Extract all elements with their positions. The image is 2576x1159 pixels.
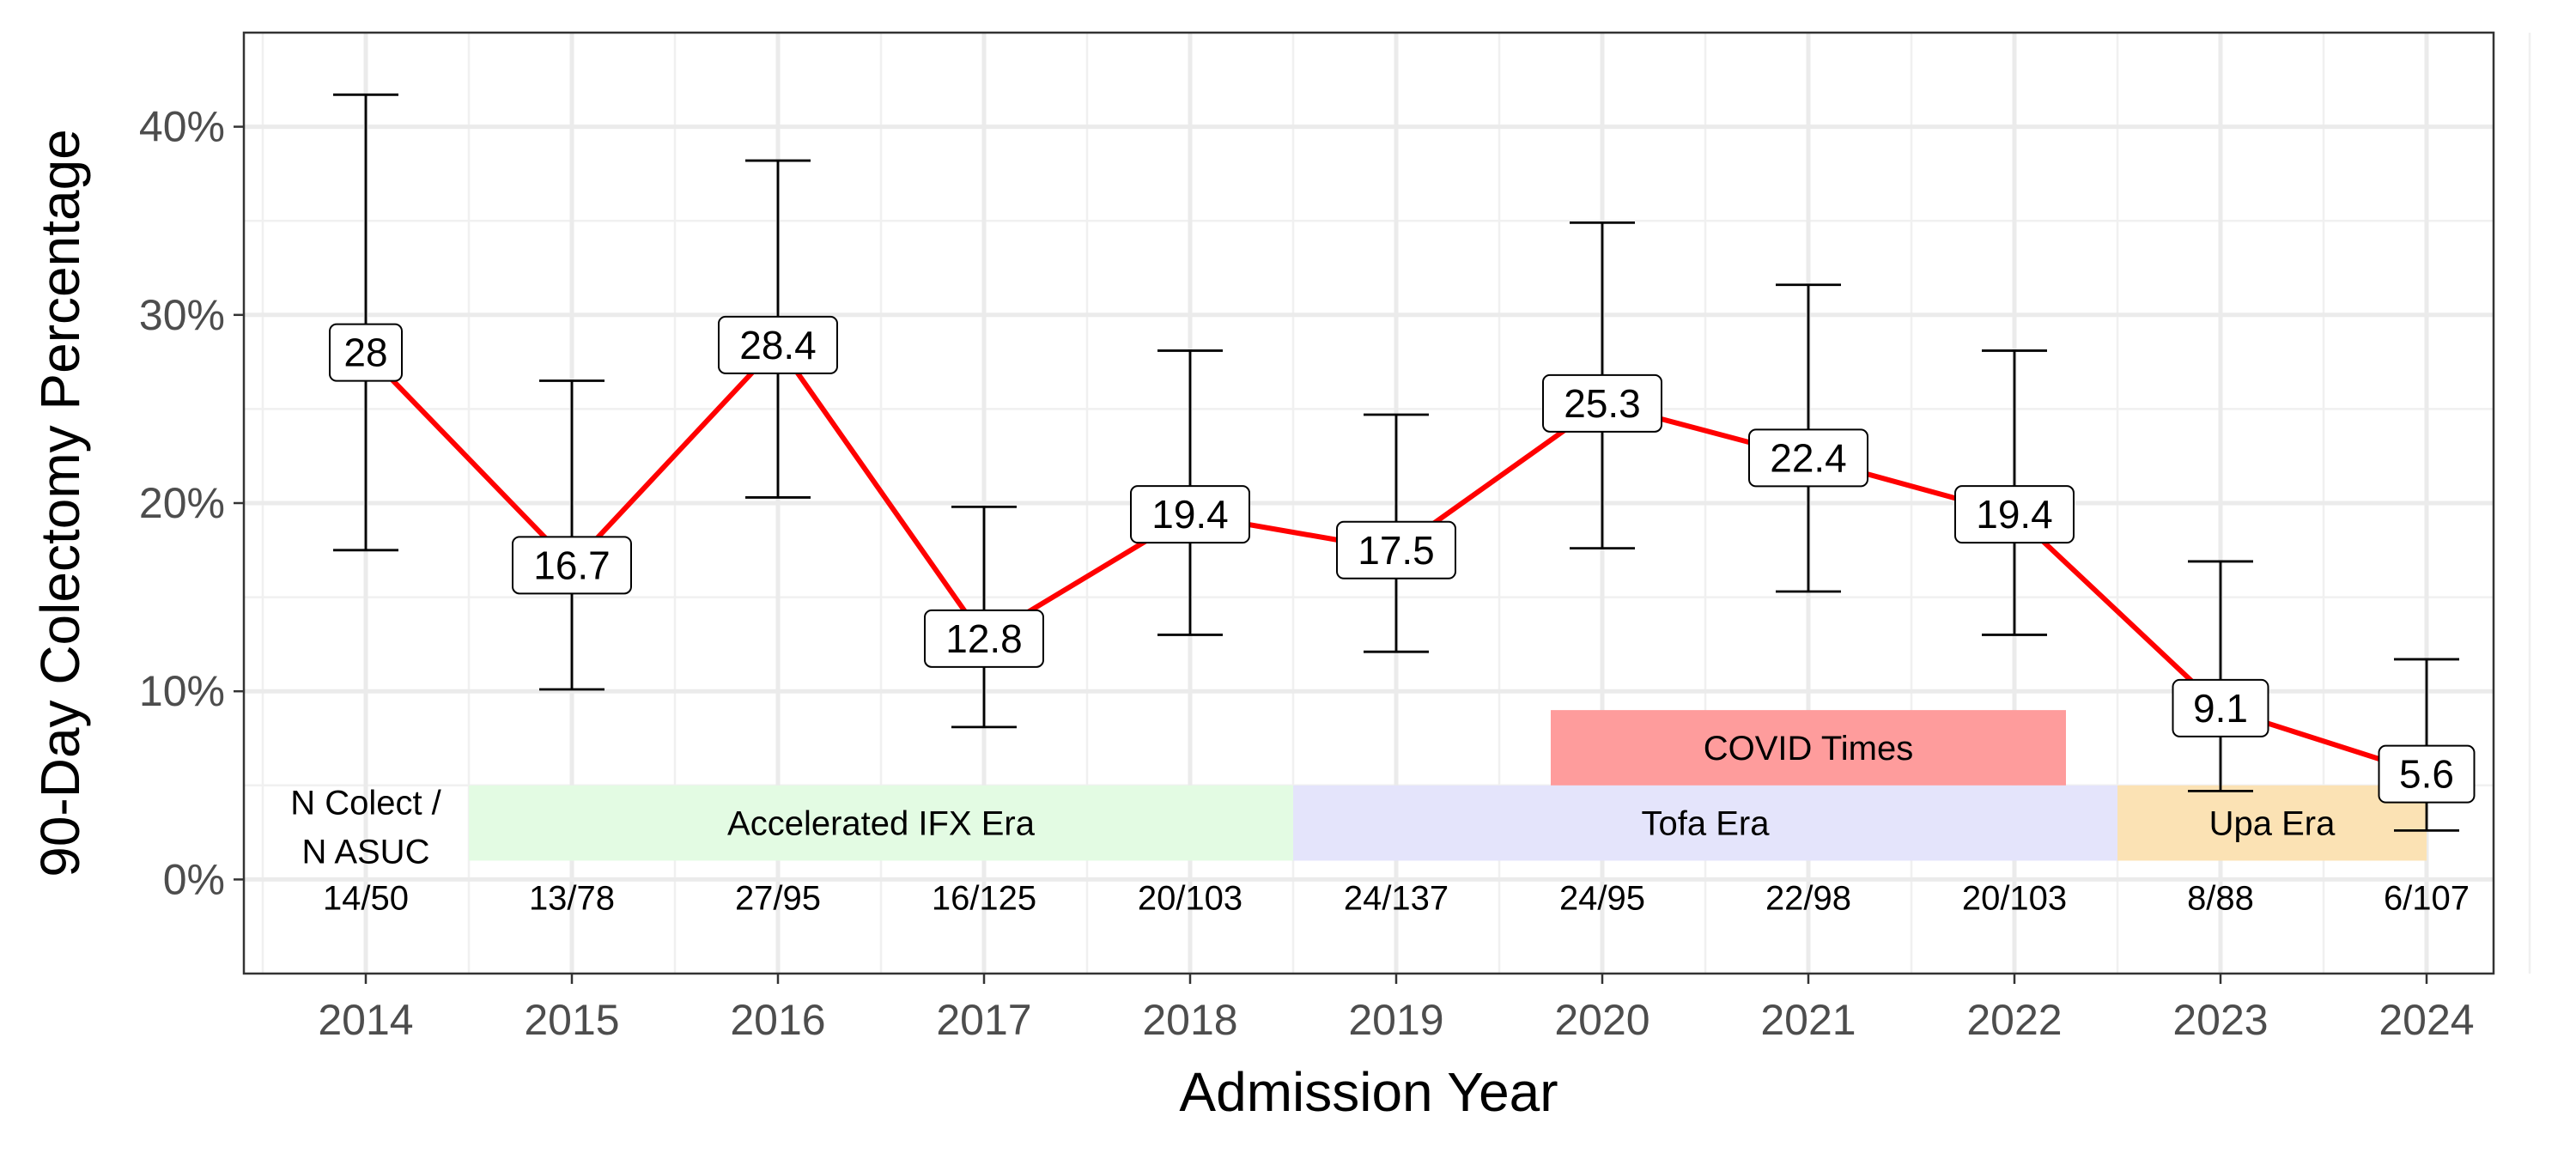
era-band-label: Tofa Era [1642, 805, 1771, 843]
x-tick-label: 2015 [524, 996, 619, 1044]
data-label-box [924, 609, 1044, 668]
data-label-box [2172, 678, 2269, 737]
x-tick-label: 2019 [1348, 996, 1443, 1044]
data-label-box [1130, 485, 1250, 544]
x-tick-label: 2023 [2172, 996, 2268, 1044]
x-tick-label: 2014 [318, 996, 413, 1044]
x-tick-label: 2021 [1760, 996, 1856, 1044]
x-tick-label: 2024 [2379, 996, 2474, 1044]
era-band-label: Accelerated IFX Era [727, 805, 1036, 843]
era-band [2117, 785, 2427, 861]
data-label: 22.4 [1770, 435, 1847, 480]
count-label: 20/103 [1962, 879, 2067, 917]
count-label: 16/125 [932, 879, 1036, 917]
count-label: 6/107 [2384, 879, 2470, 917]
count-label: 27/95 [735, 879, 821, 917]
y-tick-label: 40% [139, 103, 225, 151]
x-tick-label: 2018 [1142, 996, 1237, 1044]
y-tick-label: 0% [163, 855, 225, 903]
x-tick-label: 2020 [1554, 996, 1649, 1044]
count-label: 22/98 [1765, 879, 1851, 917]
data-label-box [1336, 520, 1456, 580]
data-label: 12.8 [945, 616, 1023, 661]
count-label: 20/103 [1138, 879, 1242, 917]
data-label: 19.4 [1151, 492, 1229, 537]
y-tick-label: 20% [139, 479, 225, 527]
count-label: 24/137 [1344, 879, 1449, 917]
x-tick-label: 2017 [936, 996, 1031, 1044]
count-labels: N Colect / N ASUC 14/50 13/78 27/95 16/125 20/… [290, 785, 2470, 918]
x-axis: 2014 2015 2016 2017 2018 2019 2020 2021 2022 2023… [318, 974, 2475, 1044]
data-label: 5.6 [2399, 752, 2454, 797]
x-axis-title: Admission Year [1179, 1061, 1558, 1123]
data-label: 9.1 [2193, 686, 2248, 731]
data-label-box [1954, 485, 2075, 544]
data-labels: 28 16.7 28.4 12.8 19.4 17.5 25.3 22.4 19.4 9.1 5.6 [329, 315, 2476, 804]
data-label-box [1542, 373, 1662, 433]
data-label: 16.7 [533, 543, 611, 587]
data-label-box [1748, 428, 1868, 488]
data-label-box [329, 323, 403, 382]
y-tick-label: 10% [139, 667, 225, 715]
count-header-line: N Colect / [290, 785, 441, 822]
data-label: 28 [343, 331, 387, 375]
data-label: 28.4 [739, 323, 817, 367]
era-band [1551, 710, 2066, 786]
data-label: 25.3 [1564, 381, 1641, 426]
data-label: 17.5 [1358, 528, 1435, 573]
era-band-label: Upa Era [2209, 805, 2336, 843]
data-label-box [512, 536, 632, 595]
x-tick-label: 2016 [730, 996, 825, 1044]
y-axis: 0% 10% 20% 30% 40% [139, 103, 244, 903]
data-label: 19.4 [1976, 492, 2053, 537]
count-header-line: N ASUC [302, 834, 430, 871]
era-band-label: COVID Times [1704, 730, 1913, 768]
data-label-box [718, 315, 838, 374]
count-label: 8/88 [2187, 879, 2254, 917]
count-label: 24/95 [1559, 879, 1645, 917]
x-tick-label: 2022 [1966, 996, 2062, 1044]
count-label: 13/78 [529, 879, 615, 917]
era-bands: Accelerated IFX Era Tofa Era Upa Era COVID … [469, 710, 2427, 861]
y-axis-title: 90-Day Colectomy Percentage [29, 129, 91, 877]
y-tick-label: 30% [139, 291, 225, 339]
count-label: 14/50 [323, 879, 409, 917]
data-label-box [2378, 744, 2476, 804]
era-band [469, 785, 1293, 861]
era-band [1293, 785, 2117, 861]
